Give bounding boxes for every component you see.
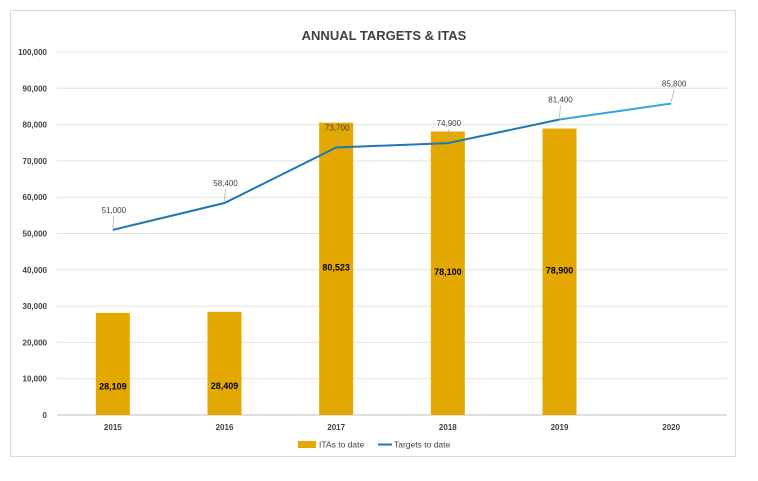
targets-label-leader <box>559 105 561 118</box>
targets-label-leader <box>670 89 675 102</box>
targets-value-label: 51,000 <box>102 206 127 215</box>
x-tick-label: 2019 <box>551 423 569 432</box>
x-tick-label: 2020 <box>662 423 680 432</box>
legend-label-targets: Targets to date <box>394 440 451 450</box>
bar-value-label: 28,109 <box>99 381 127 391</box>
y-tick-label: 20,000 <box>23 338 48 347</box>
y-tick-label: 50,000 <box>23 230 48 239</box>
targets-label-leader <box>112 215 115 228</box>
targets-value-label: 81,400 <box>548 96 573 105</box>
legend-label-itas: ITAs to date <box>319 440 364 450</box>
bar-itas <box>430 131 465 415</box>
x-tick-label: 2017 <box>327 423 345 432</box>
legend: ITAs to date Targets to date <box>298 440 451 450</box>
bar-value-label: 78,900 <box>546 265 574 275</box>
bar-itas <box>207 311 242 415</box>
bar-value-label: 80,523 <box>322 262 350 272</box>
y-tick-label: 0 <box>43 411 48 420</box>
y-tick-label: 80,000 <box>23 121 48 130</box>
targets-line-projection <box>559 102 672 121</box>
bar-itas <box>542 128 577 415</box>
targets-label-leader <box>447 129 450 142</box>
y-tick-label: 30,000 <box>23 302 48 311</box>
targets-value-label: 85,800 <box>662 80 687 89</box>
bar-value-label: 28,409 <box>211 381 239 391</box>
y-tick-label: 70,000 <box>23 157 48 166</box>
bar-itas <box>319 122 354 415</box>
y-tick-label: 10,000 <box>23 375 48 384</box>
x-tick-label: 2015 <box>104 423 122 432</box>
y-tick-label: 60,000 <box>23 193 48 202</box>
y-tick-label: 40,000 <box>23 266 48 275</box>
targets-value-label: 58,400 <box>213 179 238 188</box>
x-tick-label: 2018 <box>439 423 457 432</box>
y-tick-label: 90,000 <box>23 84 48 93</box>
x-tick-label: 2016 <box>216 423 234 432</box>
targets-line <box>112 118 560 231</box>
bar-value-label: 78,100 <box>434 267 462 277</box>
targets-label-leader <box>335 133 338 146</box>
y-tick-label: 100,000 <box>18 48 47 57</box>
targets-value-label: 74,900 <box>437 119 462 128</box>
targets-value-label: 73,700 <box>325 123 350 132</box>
chart-title: ANNUAL TARGETS & ITAS <box>302 28 467 43</box>
bar-itas <box>95 312 130 415</box>
legend-swatch-itas <box>298 441 316 448</box>
targets-label-leader <box>224 188 226 202</box>
